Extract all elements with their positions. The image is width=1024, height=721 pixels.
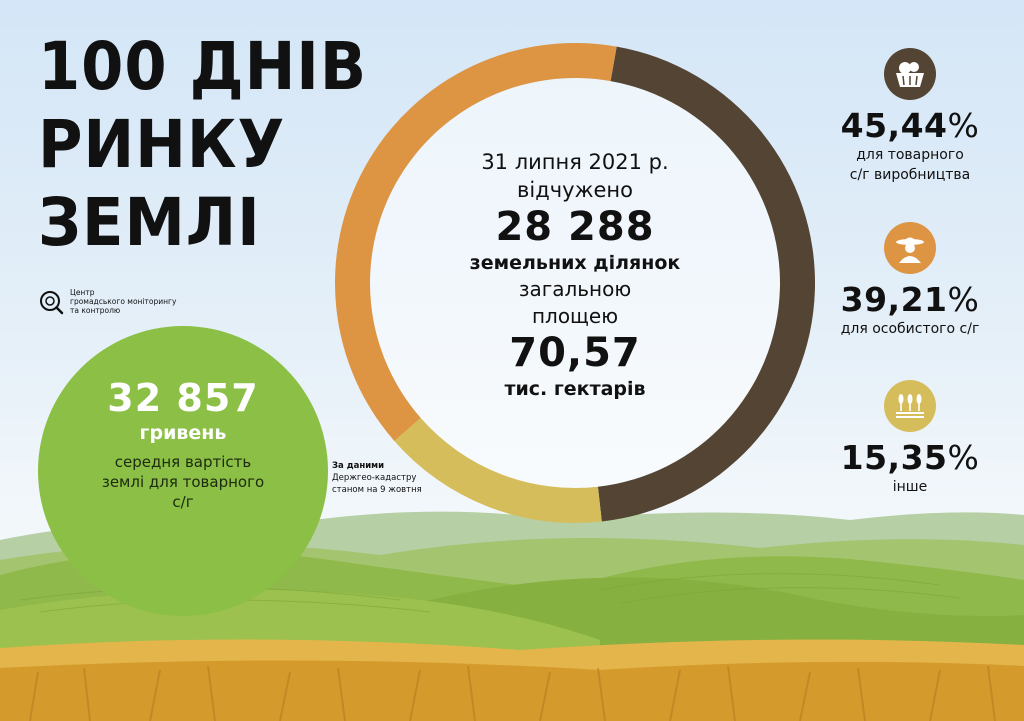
magnifier-logo-icon [40, 290, 64, 314]
stat-label-line: інше [892, 479, 928, 495]
title-line: 100 ДНІВ [38, 28, 368, 105]
average-price-circle: 32 857 гривень середня вартість землі дл… [38, 326, 328, 616]
vegetables-basket-icon [896, 62, 924, 87]
summary-verb: відчужено [517, 178, 633, 202]
stat-icon-circle [884, 222, 936, 274]
percent-sign: % [947, 106, 980, 145]
parcels-value: 28 288 [495, 204, 655, 250]
donut-slice-0 [597, 46, 816, 522]
area-prefix: загальною [518, 277, 632, 301]
area-value: 70,57 [509, 330, 641, 376]
stat-commercial: 45,44% для товарного с/г виробництва [810, 48, 1010, 185]
percent-sign: % [947, 438, 980, 477]
parcels-label: земельних ділянок [469, 252, 681, 274]
donut-slices [334, 42, 816, 523]
stat-personal: 39,21% для особистого с/г [810, 222, 1010, 339]
page-title: 100 ДНІВ РИНКУ ЗЕМЛІ [38, 28, 367, 262]
stat-label-line: с/г виробництва [849, 167, 971, 183]
organization-line: громадського моніторингу [70, 297, 177, 306]
organization-logo: Центр громадського моніторингу та контро… [38, 288, 210, 315]
stat-value: 39,21% [810, 280, 1010, 319]
title-line: ЗЕМЛІ [38, 184, 261, 261]
area-prefix: площею [531, 304, 619, 328]
donut-center-summary: 31 липня 2021 р. відчужено 28 288 земель… [420, 148, 730, 402]
stat-value: 15,35% [810, 438, 1010, 477]
stat-number: 39,21 [840, 280, 948, 319]
donut-slice-2 [334, 42, 617, 441]
wheat-field-icon [896, 394, 924, 418]
average-price-description: середня вартість землі для товарного с/г [101, 453, 265, 511]
title-line: РИНКУ [38, 106, 286, 183]
data-source-text: Держгео-кадастру станом на 9 жовтня [332, 473, 422, 495]
summary-date: 31 липня 2021 р. [481, 150, 669, 174]
stat-number: 15,35 [840, 438, 948, 477]
area-unit: тис. гектарів [504, 378, 646, 400]
stat-number: 45,44 [840, 106, 948, 145]
stat-icon-circle [884, 380, 936, 432]
organization-name: Центр громадського моніторингу та контро… [70, 288, 210, 315]
organization-line: Центр [70, 288, 95, 297]
average-price-unit: гривень [139, 422, 227, 444]
average-price-value: 32 857 [107, 376, 259, 420]
percent-sign: % [947, 280, 980, 319]
stat-other: 15,35% інше [810, 380, 1010, 497]
organization-line: та контролю [70, 306, 121, 315]
farmer-icon [896, 237, 924, 263]
data-source-heading: За даними [332, 461, 385, 471]
donut-hole [370, 78, 780, 488]
stat-label-line: для товарного [856, 147, 964, 163]
donut-chart [334, 42, 816, 523]
data-source-note: За даними Держгео-кадастру станом на 9 ж… [332, 460, 422, 496]
stat-value: 45,44% [810, 106, 1010, 145]
stat-icon-circle [884, 48, 936, 100]
stat-label-line: для особистого с/г [840, 321, 980, 337]
donut-slice-1 [394, 417, 602, 523]
